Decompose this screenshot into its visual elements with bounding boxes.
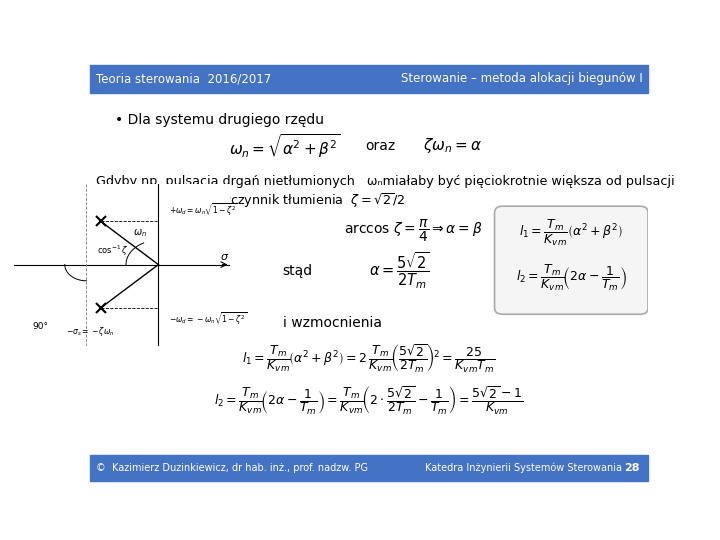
Text: $l_1 = \dfrac{T_m}{K_{vm}}\!\left(\alpha^2+\beta^2\right)= 2\,\dfrac{T_m}{K_{vm}: $l_1 = \dfrac{T_m}{K_{vm}}\!\left(\alpha…: [242, 342, 496, 374]
Text: $-\omega_d = -\omega_n\sqrt{1-\zeta^2}$: $-\omega_d = -\omega_n\sqrt{1-\zeta^2}$: [169, 310, 248, 328]
Text: $l_2 = \dfrac{T_m}{K_{vm}}\!\left(2\alpha - \dfrac{1}{T_m}\right)$: $l_2 = \dfrac{T_m}{K_{vm}}\!\left(2\alph…: [516, 262, 626, 293]
Text: • Dla systemu drugiego rzędu: • Dla systemu drugiego rzędu: [115, 113, 324, 126]
Text: oraz: oraz: [365, 139, 395, 153]
Text: $l_1 = \dfrac{T_m}{K_{vm}}\left(\alpha^2 + \beta^2\right)$: $l_1 = \dfrac{T_m}{K_{vm}}\left(\alpha^2…: [519, 218, 623, 248]
Text: $\zeta\omega_n = \alpha$: $\zeta\omega_n = \alpha$: [423, 137, 482, 156]
Text: 28: 28: [624, 463, 639, 472]
FancyBboxPatch shape: [495, 206, 648, 314]
Text: $\omega_n$: $\omega_n$: [133, 227, 147, 239]
Text: $\alpha = \dfrac{5\sqrt{2}}{2T_m}$: $\alpha = \dfrac{5\sqrt{2}}{2T_m}$: [369, 251, 430, 291]
Text: załamania,  a współczynnik tłumienia  $\zeta = \sqrt{2}/2$: załamania, a współczynnik tłumienia $\ze…: [104, 192, 405, 211]
Text: $+\omega_d = \omega_n\sqrt{1-\zeta^2}$: $+\omega_d = \omega_n\sqrt{1-\zeta^2}$: [169, 201, 238, 219]
Text: $\sigma$: $\sigma$: [220, 252, 229, 262]
Text: Gdyby np. pulsacja drgań nietłumionych   ωₙmiałaby być pięciokrotnie większa od : Gdyby np. pulsacja drgań nietłumionych ω…: [96, 175, 674, 188]
Text: Sterowanie – metoda alokacji biegunów I: Sterowanie – metoda alokacji biegunów I: [400, 72, 642, 85]
Text: $\omega_n = \sqrt{\alpha^2 + \beta^2}$: $\omega_n = \sqrt{\alpha^2 + \beta^2}$: [230, 132, 341, 160]
Text: $\arccos\,\zeta = \dfrac{\pi}{4} \Rightarrow \alpha = \beta$: $\arccos\,\zeta = \dfrac{\pi}{4} \Righta…: [344, 218, 483, 244]
Bar: [90, 65, 648, 93]
Text: Teoria sterowania  2016/2017: Teoria sterowania 2016/2017: [96, 72, 271, 85]
Text: $-\sigma_s = -\zeta\omega_n$: $-\sigma_s = -\zeta\omega_n$: [66, 325, 114, 338]
Text: $\cos^{-1}\zeta$: $\cos^{-1}\zeta$: [97, 244, 129, 258]
Bar: [90, 455, 648, 481]
Text: stąd: stąd: [282, 264, 312, 278]
Text: Katedra Inżynierii Systemów Sterowania: Katedra Inżynierii Systemów Sterowania: [425, 462, 622, 473]
Text: i wzmocnienia: i wzmocnienia: [282, 315, 382, 329]
Text: 90°: 90°: [32, 322, 48, 332]
Text: $l_2 = \dfrac{T_m}{K_{vm}}\!\left(2\alpha - \dfrac{1}{T_m}\right)= \dfrac{T_m}{K: $l_2 = \dfrac{T_m}{K_{vm}}\!\left(2\alph…: [214, 383, 524, 415]
Text: ©  Kazimierz Duzinkiewicz, dr hab. inż., prof. nadzw. PG: © Kazimierz Duzinkiewicz, dr hab. inż., …: [96, 463, 368, 472]
